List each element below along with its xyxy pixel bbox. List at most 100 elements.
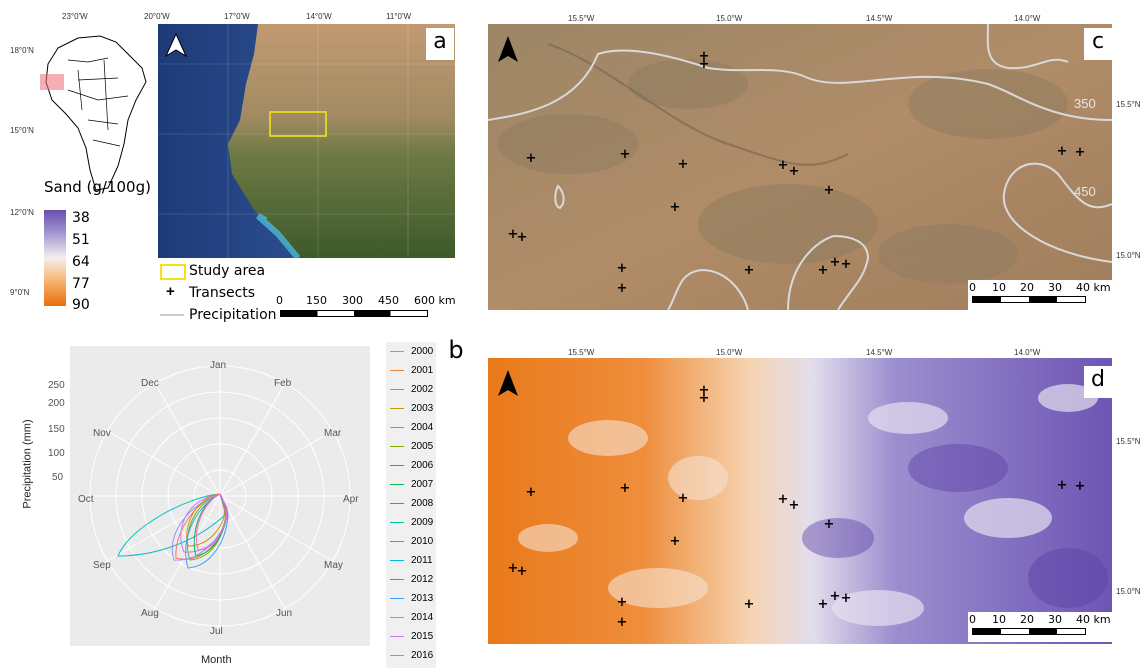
map-c-lon-label: 15.0°W <box>716 14 743 23</box>
map-c-lon-label: 15.5°W <box>568 14 595 23</box>
svg-text:+: + <box>699 383 710 398</box>
year-label: 2007 <box>411 479 434 490</box>
sand-legend-value: 64 <box>72 254 90 270</box>
svg-text:+: + <box>678 491 689 506</box>
svg-text:+: + <box>620 481 631 496</box>
north-arrow-icon <box>164 32 188 58</box>
sand-content-map-d: + + + + + + + + + + + + + + + + + + + <box>488 358 1112 644</box>
year-label: 2016 <box>411 650 434 661</box>
svg-text:+: + <box>830 255 841 270</box>
map-d-lon-label: 15.5°W <box>568 348 595 357</box>
radial-tick: 200 <box>48 398 65 409</box>
svg-text:+: + <box>617 261 628 276</box>
map-c-lat-label: 15.5°N <box>1116 100 1141 109</box>
svg-text:+: + <box>824 517 835 532</box>
satellite-map-c: 350 450 + + + + + + + + + + + + + + + + + + + <box>488 24 1112 310</box>
svg-text:+: + <box>526 485 537 500</box>
map-a-lon-label: 14°0'W <box>306 12 332 21</box>
scale-a-label: 600 km <box>414 294 456 307</box>
svg-text:+: + <box>1057 478 1068 493</box>
svg-text:+: + <box>818 263 829 278</box>
transect-markers: ++ + ++ + ++ +++ +++ ++ + + + <box>508 49 1086 296</box>
inset-lat-label: 15°0'N <box>10 126 34 135</box>
scale-a-label: 150 <box>306 294 327 307</box>
study-area-legend-swatch <box>160 264 186 280</box>
year-swatch <box>390 541 404 542</box>
map-d-lat-label: 15.0°N <box>1116 587 1141 596</box>
panel-letter-c: c <box>1084 28 1112 60</box>
svg-text:+: + <box>1075 479 1086 494</box>
year-label: 2011 <box>411 555 433 566</box>
svg-text:+: + <box>526 151 537 166</box>
year-swatch <box>390 598 404 599</box>
isohyet-label-450: 450 <box>1074 184 1096 199</box>
month-label: Apr <box>343 494 359 505</box>
map-d-lon-label: 15.0°W <box>716 348 743 357</box>
svg-text:+: + <box>670 534 681 549</box>
svg-text:+: + <box>789 164 800 179</box>
scale-c-label: 0 <box>969 281 976 294</box>
year-swatch <box>390 351 404 352</box>
y-axis-label: Precipitation (mm) <box>21 419 34 509</box>
year-label: 2003 <box>411 403 434 414</box>
sand-legend-title: Sand (g/100g) <box>44 178 151 196</box>
svg-text:+: + <box>830 589 841 604</box>
inset-lon-label: 23°0'W <box>62 12 88 21</box>
year-swatch <box>390 579 404 580</box>
radial-tick: 50 <box>52 472 64 483</box>
svg-text:+: + <box>789 498 800 513</box>
year-swatch <box>390 636 404 637</box>
scale-c-label: 20 <box>1020 281 1034 294</box>
year-label: 2013 <box>411 593 434 604</box>
map-c-lon-label: 14.0°W <box>1014 14 1041 23</box>
map-a-lon-label: 17°0'W <box>224 12 250 21</box>
svg-text:+: + <box>620 147 631 162</box>
scale-d-label: 20 <box>1020 613 1034 626</box>
year-swatch <box>390 465 404 466</box>
map-a-lon-label: 11°0'W <box>386 12 412 21</box>
scale-bar-d-box <box>968 612 1112 642</box>
year-swatch <box>390 370 404 371</box>
year-swatch <box>390 560 404 561</box>
radial-tick: 250 <box>48 380 65 391</box>
transect-markers: ++ + ++ + ++ +++ +++ ++ + + + <box>508 383 1086 630</box>
month-label: Dec <box>141 378 159 389</box>
map-d-lon-label: 14.5°W <box>866 348 893 357</box>
scale-c-label: 10 <box>992 281 1006 294</box>
svg-text:+: + <box>517 564 528 579</box>
scale-d-label: 30 <box>1048 613 1062 626</box>
map-d-lon-label: 14.0°W <box>1014 348 1041 357</box>
month-label: Jun <box>276 608 293 619</box>
year-label: 2006 <box>411 460 434 471</box>
sand-legend-value: 90 <box>72 297 90 313</box>
precipitation-legend-label: Precipitation <box>189 307 277 323</box>
scale-bar-d <box>972 628 1086 635</box>
map-a-lon-label: 20°0'W <box>144 12 170 21</box>
svg-text:+: + <box>818 597 829 612</box>
scale-c-label: 30 <box>1048 281 1062 294</box>
panel-letter-d: d <box>1084 366 1112 398</box>
svg-text:+: + <box>824 183 835 198</box>
year-swatch <box>390 503 404 504</box>
precipitation-legend-line <box>160 314 184 316</box>
svg-text:+: + <box>617 615 628 630</box>
map-d-lat-label: 15.5°N <box>1116 437 1141 446</box>
scale-bar-c-box <box>968 280 1112 310</box>
year-series-loops <box>117 493 229 569</box>
year-swatch <box>390 484 404 485</box>
inset-lat-label: 12°0'N <box>10 208 34 217</box>
year-swatch <box>390 655 404 656</box>
svg-text:+: + <box>1057 144 1068 159</box>
svg-text:+: + <box>617 281 628 296</box>
svg-text:+: + <box>1075 145 1086 160</box>
svg-text:+: + <box>670 200 681 215</box>
month-label: Jan <box>210 360 227 371</box>
svg-text:+: + <box>517 230 528 245</box>
scale-c-label: 40 km <box>1076 281 1111 294</box>
radial-tick: 150 <box>48 424 65 435</box>
svg-text:+: + <box>699 391 710 406</box>
panel-letter-b: b <box>442 336 470 368</box>
svg-text:+: + <box>778 158 789 173</box>
map-c-lat-label: 15.0°N <box>1116 251 1141 260</box>
year-label: 2005 <box>411 441 434 452</box>
